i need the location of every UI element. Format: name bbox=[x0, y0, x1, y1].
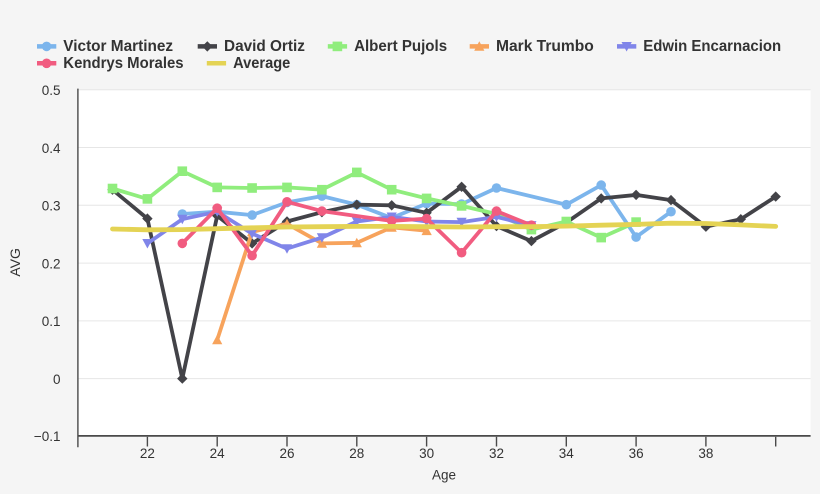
svg-text:−0.1: −0.1 bbox=[34, 429, 61, 444]
svg-text:24: 24 bbox=[210, 446, 226, 461]
svg-text:0.4: 0.4 bbox=[42, 141, 61, 156]
svg-text:0.5: 0.5 bbox=[42, 83, 61, 98]
svg-text:AVG: AVG bbox=[7, 248, 23, 277]
svg-text:36: 36 bbox=[629, 446, 644, 461]
svg-text:Kendrys Morales: Kendrys Morales bbox=[63, 55, 183, 72]
svg-text:Average: Average bbox=[233, 55, 291, 72]
svg-text:0.1: 0.1 bbox=[42, 314, 61, 329]
svg-text:David Ortiz: David Ortiz bbox=[224, 38, 305, 55]
svg-text:38: 38 bbox=[698, 446, 713, 461]
svg-text:Mark Trumbo: Mark Trumbo bbox=[496, 38, 594, 55]
svg-text:32: 32 bbox=[489, 446, 504, 461]
svg-text:Age: Age bbox=[432, 468, 456, 483]
svg-text:26: 26 bbox=[279, 446, 294, 461]
svg-text:30: 30 bbox=[419, 446, 434, 461]
svg-text:Albert Pujols: Albert Pujols bbox=[354, 38, 447, 55]
svg-text:34: 34 bbox=[559, 446, 575, 461]
svg-text:28: 28 bbox=[349, 446, 364, 461]
svg-text:22: 22 bbox=[140, 446, 155, 461]
svg-text:Edwin Encarnacion: Edwin Encarnacion bbox=[643, 38, 781, 55]
svg-text:0.3: 0.3 bbox=[42, 199, 61, 214]
svg-text:Victor Martinez: Victor Martinez bbox=[63, 38, 173, 55]
svg-text:0: 0 bbox=[53, 372, 61, 387]
svg-text:0.2: 0.2 bbox=[42, 256, 61, 271]
